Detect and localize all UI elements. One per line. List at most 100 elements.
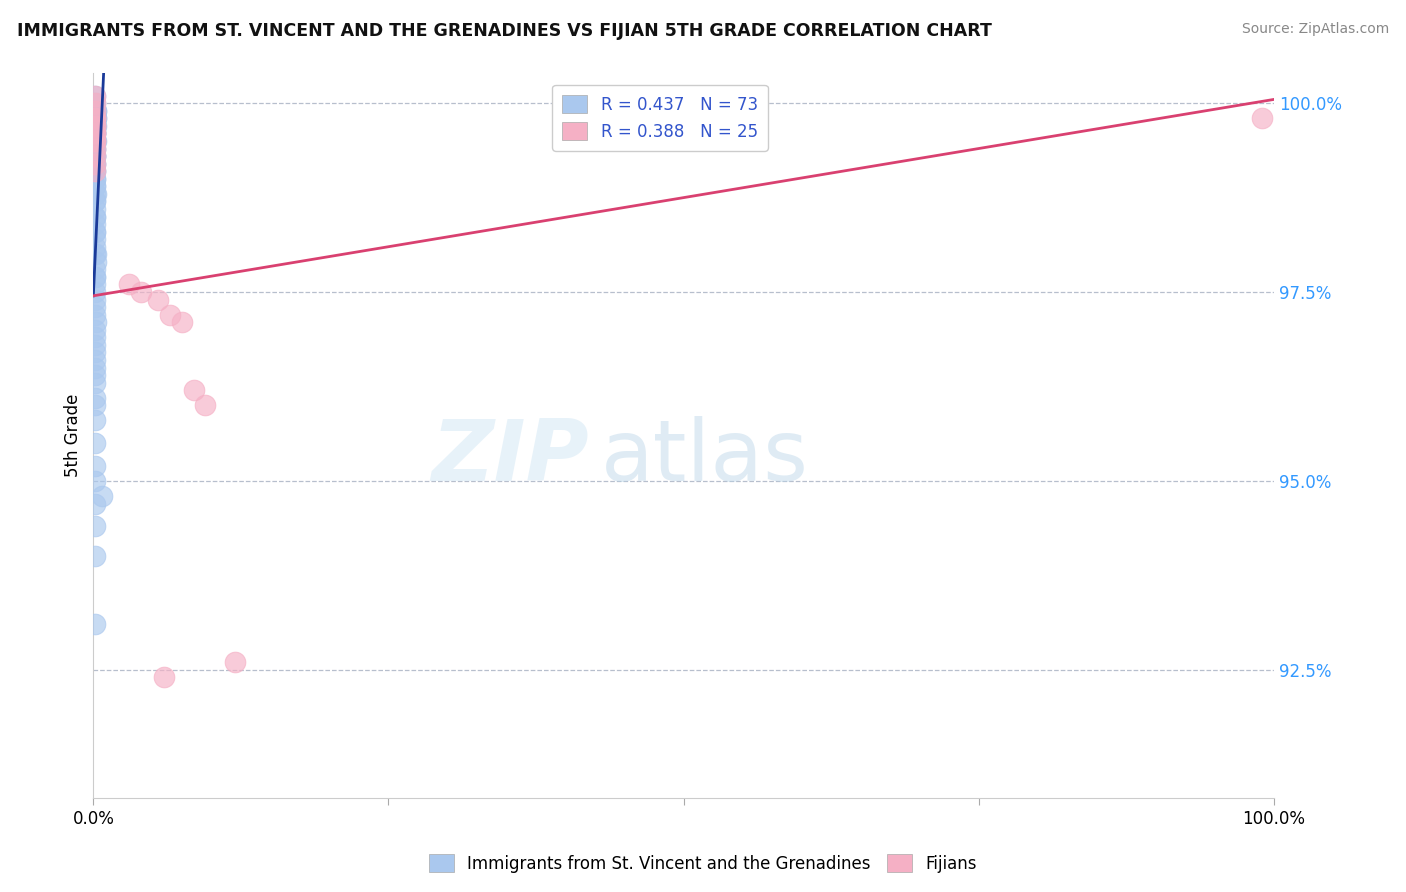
Point (83, 300, 105, 314)
Point (83, 134, 105, 148)
Point (83, 164, 105, 178)
Point (83, 186, 105, 201)
Point (1251, 112, 1274, 126)
Point (83, 217, 105, 231)
Point (83, 210, 105, 224)
Point (83, 119, 105, 133)
Point (83, 171, 105, 186)
Point (159, 308, 181, 322)
Point (83, 436, 105, 450)
Y-axis label: 5th Grade: 5th Grade (65, 394, 82, 477)
Point (224, 655, 246, 669)
Point (83, 549, 105, 564)
Point (83, 308, 105, 322)
Point (83, 127, 105, 141)
Point (83, 179, 105, 194)
Text: IMMIGRANTS FROM ST. VINCENT AND THE GRENADINES VS FIJIAN 5TH GRADE CORRELATION C: IMMIGRANTS FROM ST. VINCENT AND THE GREN… (17, 22, 991, 40)
Point (83, 277, 105, 292)
Point (83, 149, 105, 163)
Point (84, 247, 107, 261)
Point (83, 127, 105, 141)
Point (83, 398, 105, 412)
Point (83, 202, 105, 216)
Point (83, 134, 105, 148)
Point (83, 247, 105, 261)
Legend: Immigrants from St. Vincent and the Grenadines, Fijians: Immigrants from St. Vincent and the Gren… (422, 847, 984, 880)
Point (83, 103, 105, 118)
Point (83, 474, 105, 488)
Point (83, 225, 105, 239)
Point (83, 96, 105, 111)
Point (83, 88, 105, 103)
Legend: R = 0.437   N = 73, R = 0.388   N = 25: R = 0.437 N = 73, R = 0.388 N = 25 (553, 85, 768, 151)
Point (83, 262, 105, 277)
Point (153, 670, 176, 684)
Point (83, 119, 105, 133)
Point (118, 277, 141, 292)
Text: atlas: atlas (600, 416, 808, 499)
Point (83, 119, 105, 133)
Point (84, 119, 107, 133)
Point (83, 141, 105, 155)
Point (83, 519, 105, 533)
Point (83, 164, 105, 178)
Text: Source: ZipAtlas.com: Source: ZipAtlas.com (1241, 22, 1389, 37)
Point (194, 398, 217, 412)
Point (83, 360, 105, 375)
Point (83, 112, 105, 126)
Point (83, 269, 105, 284)
Point (83, 194, 105, 209)
Point (83, 156, 105, 170)
Point (83, 149, 105, 163)
Point (84, 255, 107, 269)
Point (83, 269, 105, 284)
Point (83, 391, 105, 405)
Point (83, 458, 105, 473)
Point (84, 103, 107, 118)
Point (148, 293, 170, 307)
Point (83, 497, 105, 511)
Point (83, 376, 105, 390)
Point (84, 112, 107, 126)
Point (83, 164, 105, 178)
Point (84, 186, 107, 201)
Point (83, 112, 105, 126)
Point (84, 103, 107, 118)
Point (83, 368, 105, 383)
Point (83, 353, 105, 368)
Point (83, 96, 105, 111)
Point (83, 240, 105, 254)
Point (83, 149, 105, 163)
Point (83, 156, 105, 170)
Point (83, 210, 105, 224)
Point (83, 617, 105, 632)
Point (83, 127, 105, 141)
Point (83, 141, 105, 155)
Point (83, 179, 105, 194)
Point (83, 232, 105, 246)
Point (83, 134, 105, 148)
Point (83, 127, 105, 141)
Point (83, 141, 105, 155)
Point (83, 285, 105, 299)
Point (83, 293, 105, 307)
Point (84, 112, 107, 126)
Text: ZIP: ZIP (432, 416, 589, 499)
Point (83, 134, 105, 148)
Point (170, 315, 193, 329)
Point (83, 156, 105, 170)
Point (83, 345, 105, 359)
Point (83, 127, 105, 141)
Point (84, 315, 107, 329)
Point (83, 119, 105, 133)
Point (129, 285, 152, 299)
Point (83, 330, 105, 344)
Point (83, 225, 105, 239)
Point (83, 88, 105, 103)
Point (83, 194, 105, 209)
Point (83, 323, 105, 337)
Point (84, 134, 107, 148)
Point (83, 103, 105, 118)
Point (83, 413, 105, 427)
Point (83, 338, 105, 352)
